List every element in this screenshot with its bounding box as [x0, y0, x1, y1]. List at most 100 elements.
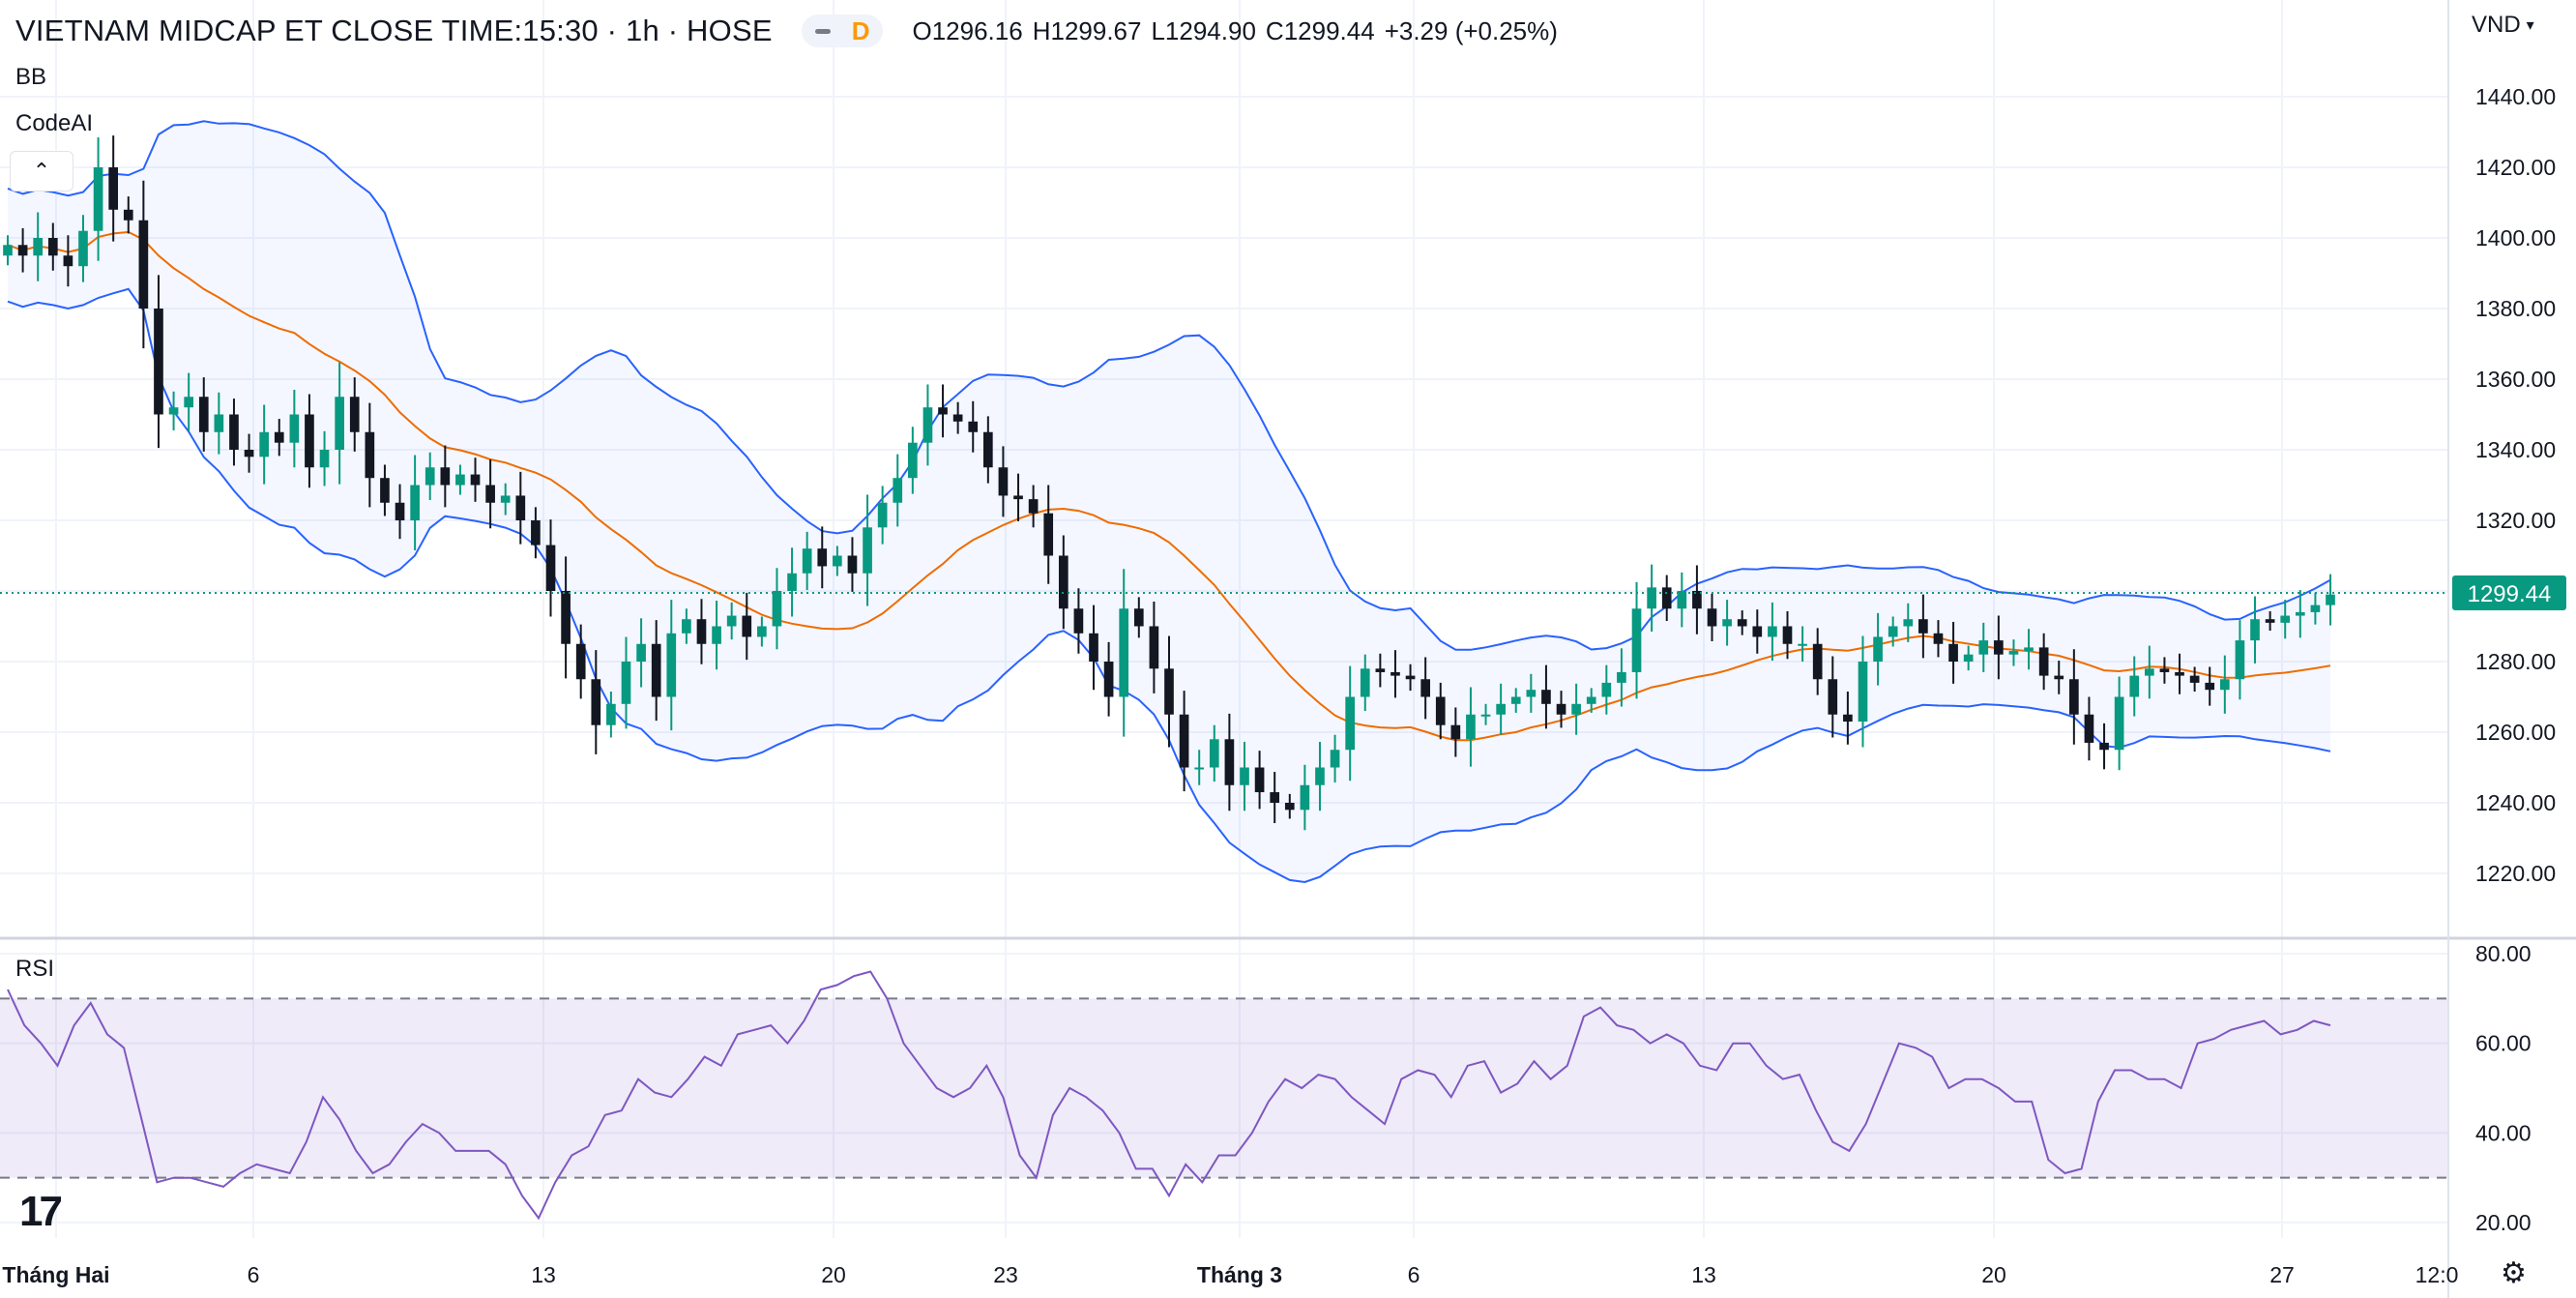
candle-body [1028, 499, 1039, 514]
candle-body [1692, 591, 1702, 609]
candle-body [908, 442, 918, 479]
candle [1466, 687, 1476, 767]
candle [982, 416, 993, 484]
candle-body [1089, 633, 1098, 662]
price-tick-label: 1440.00 [2475, 84, 2556, 109]
candle-body [1240, 767, 1249, 785]
candle [2265, 610, 2275, 632]
candle-body [1224, 739, 1235, 785]
candle-body [1133, 608, 1144, 627]
candle [1450, 707, 1461, 757]
candle [1119, 569, 1129, 737]
candle [802, 531, 812, 591]
candle [1133, 597, 1144, 638]
candle-body [1918, 619, 1928, 634]
collapse-indicators-button[interactable]: ⌃ [10, 151, 73, 192]
candle-body [1873, 636, 1883, 662]
candle-body [154, 309, 163, 415]
grid [0, 0, 2448, 1238]
candle [2054, 661, 2064, 694]
tradingview-logo-icon[interactable]: 17 [19, 1188, 63, 1235]
candle [63, 235, 73, 287]
market-status-pill[interactable]: D [801, 15, 884, 47]
candle-body [2054, 675, 2064, 680]
candle [2038, 633, 2049, 691]
gear-icon[interactable]: ⚙ [2501, 1257, 2527, 1289]
indicator-bb-label[interactable]: BB [15, 64, 47, 90]
candle-body [2008, 651, 2019, 655]
candle [952, 401, 963, 434]
candle [1240, 742, 1249, 811]
candle [380, 464, 390, 516]
candle [1541, 664, 1551, 729]
candle-body [1164, 668, 1174, 715]
candle-body [712, 626, 721, 644]
candle [455, 464, 465, 495]
candle-body [1843, 714, 1853, 723]
candle [1073, 588, 1084, 654]
indicator-codeai-label[interactable]: CodeAI [15, 110, 94, 136]
candle-body [1435, 696, 1446, 725]
candle [847, 537, 858, 592]
candle [424, 452, 435, 501]
candle [1043, 485, 1054, 584]
last-price-label: 1299.44 [2468, 581, 2552, 607]
candle [696, 599, 707, 664]
indicator-rsi-label[interactable]: RSI [15, 956, 55, 982]
currency-selector[interactable]: VND ▾ [2472, 12, 2534, 39]
candle [1510, 688, 1521, 713]
candle-body [1601, 682, 1612, 697]
candle [1617, 648, 1626, 707]
candle [2250, 596, 2260, 664]
candle [335, 362, 344, 485]
candle-body [1617, 671, 1626, 683]
candle-body [289, 414, 300, 443]
candle-body [2189, 675, 2200, 683]
candle-body [380, 478, 390, 503]
candle [2280, 600, 2291, 639]
candle-body [863, 527, 872, 574]
rsi-tick-label: 40.00 [2475, 1120, 2532, 1145]
candle [93, 136, 103, 261]
candle [651, 620, 661, 722]
candle-body [485, 485, 495, 503]
candle-body [1948, 643, 1958, 662]
candle-body [1510, 696, 1521, 704]
candle [244, 433, 254, 473]
time-tick-label: 13 [1691, 1262, 1716, 1287]
candle [1601, 664, 1612, 715]
candle-body [2159, 668, 2170, 672]
candle [259, 404, 269, 485]
candle-body [1858, 662, 1868, 723]
candle [440, 445, 451, 508]
candle-body [424, 467, 435, 486]
candle [108, 135, 119, 242]
candle [1692, 565, 1702, 634]
candle-body [833, 555, 842, 567]
candle [33, 212, 44, 281]
candle-body [968, 421, 979, 432]
candle-body [575, 643, 586, 680]
candle [1843, 692, 1853, 745]
candle-body [33, 238, 44, 256]
candle-body [952, 414, 963, 422]
candle [1677, 572, 1687, 628]
price-tick-label: 1420.00 [2475, 155, 2556, 180]
symbol-title[interactable]: VIETNAM MIDCAP ET CLOSE TIME:15:30 · 1h … [15, 14, 773, 47]
candle [1888, 616, 1898, 647]
candle [666, 600, 677, 731]
delayed-badge: D [851, 15, 870, 45]
candle-body [1330, 750, 1340, 768]
candle-body [1375, 668, 1386, 672]
candle-body [1586, 696, 1596, 704]
candle [621, 636, 631, 729]
candle [123, 196, 133, 234]
candle-body [349, 397, 360, 432]
candle [1179, 691, 1189, 792]
candle [1768, 602, 1777, 662]
candle-body [621, 662, 631, 704]
candle [1873, 612, 1883, 686]
candle [1390, 650, 1400, 698]
candle [154, 275, 163, 449]
